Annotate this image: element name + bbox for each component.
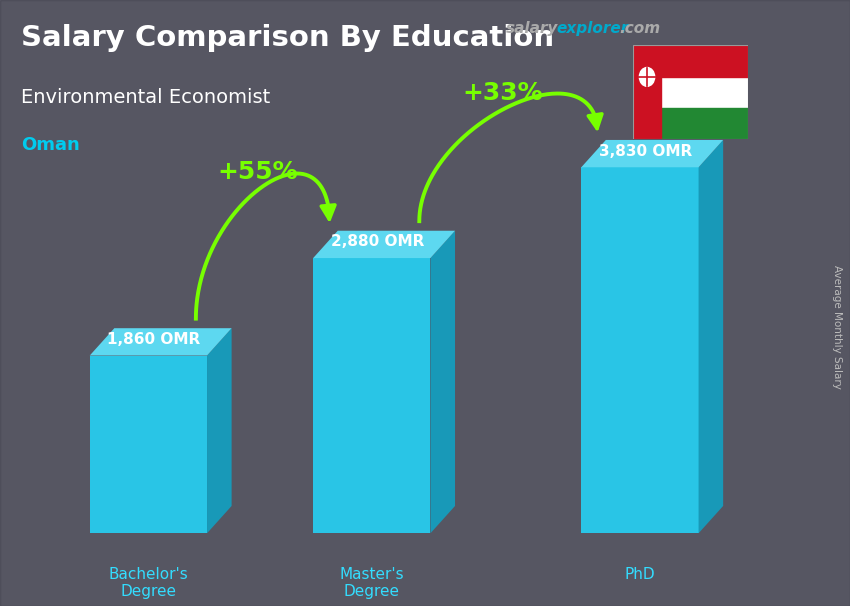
Text: Oman: Oman: [21, 136, 80, 155]
Bar: [633, 108, 748, 139]
Polygon shape: [581, 167, 699, 533]
Polygon shape: [90, 356, 207, 533]
Bar: [633, 45, 748, 77]
Text: Environmental Economist: Environmental Economist: [21, 88, 270, 107]
Text: +55%: +55%: [217, 161, 298, 184]
Bar: [633, 45, 660, 139]
Polygon shape: [699, 140, 723, 533]
Text: PhD: PhD: [625, 567, 655, 582]
Text: salary: salary: [506, 21, 558, 36]
Polygon shape: [313, 258, 430, 533]
Circle shape: [639, 67, 655, 86]
Text: Salary Comparison By Education: Salary Comparison By Education: [21, 24, 554, 52]
Text: 3,830 OMR: 3,830 OMR: [599, 144, 692, 159]
Text: 1,860 OMR: 1,860 OMR: [107, 332, 201, 347]
Text: +33%: +33%: [462, 81, 543, 105]
Text: .com: .com: [619, 21, 660, 36]
Polygon shape: [581, 140, 723, 167]
Text: Master's
Degree: Master's Degree: [339, 567, 404, 599]
Polygon shape: [313, 231, 455, 258]
Text: explorer: explorer: [557, 21, 629, 36]
Text: 2,880 OMR: 2,880 OMR: [331, 235, 424, 250]
Polygon shape: [430, 231, 455, 533]
Text: Bachelor's
Degree: Bachelor's Degree: [109, 567, 188, 599]
Polygon shape: [207, 328, 231, 533]
Polygon shape: [90, 328, 231, 356]
Text: Average Monthly Salary: Average Monthly Salary: [832, 265, 842, 389]
